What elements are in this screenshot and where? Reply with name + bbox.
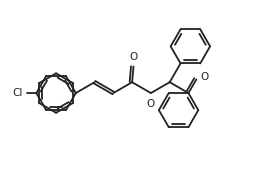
Text: O: O bbox=[129, 52, 138, 62]
Text: O: O bbox=[200, 72, 208, 82]
Text: O: O bbox=[147, 99, 155, 109]
Text: Cl: Cl bbox=[12, 88, 23, 98]
